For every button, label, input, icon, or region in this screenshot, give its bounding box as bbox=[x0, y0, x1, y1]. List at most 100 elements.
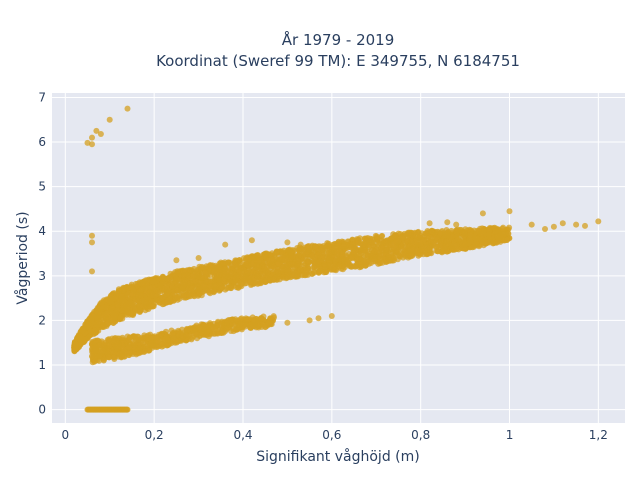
data-point bbox=[156, 331, 162, 338]
data-point bbox=[426, 220, 433, 227]
data-point bbox=[105, 353, 112, 360]
x-tick-label: 0,4 bbox=[233, 428, 252, 442]
data-point bbox=[320, 257, 327, 264]
data-point bbox=[364, 235, 371, 241]
data-point bbox=[444, 232, 451, 239]
data-point bbox=[339, 250, 346, 257]
data-point bbox=[433, 234, 440, 241]
data-point bbox=[474, 227, 481, 234]
data-point bbox=[94, 304, 101, 311]
data-point bbox=[196, 285, 203, 292]
data-point bbox=[595, 218, 602, 225]
data-point bbox=[89, 353, 95, 360]
data-point bbox=[379, 232, 386, 239]
data-point bbox=[157, 282, 164, 289]
data-point bbox=[479, 210, 486, 217]
data-point bbox=[163, 275, 170, 282]
data-point bbox=[348, 254, 355, 260]
data-point bbox=[341, 264, 348, 271]
data-point bbox=[97, 348, 104, 355]
data-point bbox=[114, 307, 121, 314]
data-point bbox=[184, 326, 191, 333]
data-point bbox=[328, 313, 335, 319]
grid-layer bbox=[52, 93, 625, 423]
data-point bbox=[497, 232, 504, 239]
data-point bbox=[308, 252, 315, 259]
data-point bbox=[163, 333, 170, 340]
data-point bbox=[201, 283, 208, 290]
data-point bbox=[304, 257, 311, 264]
data-point bbox=[284, 319, 291, 326]
data-point bbox=[119, 336, 126, 343]
data-point bbox=[402, 251, 408, 258]
data-point bbox=[425, 246, 432, 253]
y-tick-label: 0 bbox=[38, 403, 46, 417]
data-point bbox=[79, 327, 86, 334]
data-point bbox=[355, 237, 362, 243]
data-point bbox=[582, 222, 588, 229]
data-point bbox=[158, 341, 165, 348]
data-point bbox=[101, 341, 108, 348]
data-point bbox=[199, 274, 205, 281]
data-point bbox=[124, 105, 131, 112]
data-point bbox=[130, 339, 137, 346]
data-point bbox=[248, 237, 255, 244]
x-tick-labels: 0 0,2 0,4 0,6 0,8 1 1,2 bbox=[62, 428, 608, 442]
data-point bbox=[358, 261, 364, 268]
data-point bbox=[471, 243, 477, 250]
data-point bbox=[467, 231, 474, 238]
data-point bbox=[168, 281, 175, 288]
data-point bbox=[207, 290, 214, 297]
data-point bbox=[132, 307, 139, 314]
y-tick-labels: 0 1 2 3 4 5 6 7 bbox=[38, 90, 46, 416]
points-layer bbox=[71, 105, 602, 413]
data-point bbox=[454, 236, 461, 243]
x-tick-label: 0 bbox=[62, 428, 70, 442]
data-point bbox=[375, 253, 382, 260]
data-point bbox=[211, 269, 218, 276]
data-point bbox=[174, 287, 181, 294]
data-point bbox=[221, 265, 228, 272]
data-point bbox=[270, 256, 277, 263]
data-point bbox=[344, 238, 351, 245]
data-point bbox=[363, 259, 370, 265]
data-point bbox=[224, 325, 231, 332]
x-tick-label: 1 bbox=[506, 428, 514, 442]
y-tick-label: 3 bbox=[38, 269, 46, 283]
data-point bbox=[263, 277, 270, 284]
data-point bbox=[174, 294, 181, 301]
data-point bbox=[395, 238, 402, 245]
data-point bbox=[163, 328, 169, 335]
data-point bbox=[247, 278, 254, 285]
data-point bbox=[386, 257, 393, 264]
data-point bbox=[137, 287, 144, 294]
data-point bbox=[109, 304, 116, 311]
data-point bbox=[162, 299, 169, 306]
chart-title-line2: Koordinat (Sweref 99 TM): E 349755, N 61… bbox=[156, 52, 520, 70]
data-point bbox=[306, 247, 313, 254]
data-point bbox=[218, 321, 225, 328]
data-point bbox=[279, 249, 286, 256]
data-point bbox=[256, 278, 263, 285]
data-point bbox=[152, 341, 159, 348]
data-point bbox=[72, 341, 79, 348]
data-point bbox=[191, 293, 198, 300]
data-point bbox=[180, 294, 187, 301]
data-point bbox=[347, 263, 354, 270]
data-point bbox=[248, 260, 255, 267]
data-point bbox=[349, 237, 356, 243]
data-point bbox=[251, 318, 258, 325]
data-point bbox=[334, 248, 341, 255]
data-point bbox=[473, 235, 480, 242]
data-point bbox=[140, 339, 147, 346]
data-point bbox=[268, 263, 275, 270]
y-tick-label: 2 bbox=[38, 313, 46, 327]
data-point bbox=[176, 278, 183, 285]
data-point bbox=[72, 345, 79, 352]
data-point bbox=[270, 269, 277, 276]
data-point bbox=[349, 241, 356, 248]
data-point bbox=[173, 257, 180, 264]
y-tick-label: 6 bbox=[38, 135, 46, 149]
data-point bbox=[484, 239, 491, 246]
